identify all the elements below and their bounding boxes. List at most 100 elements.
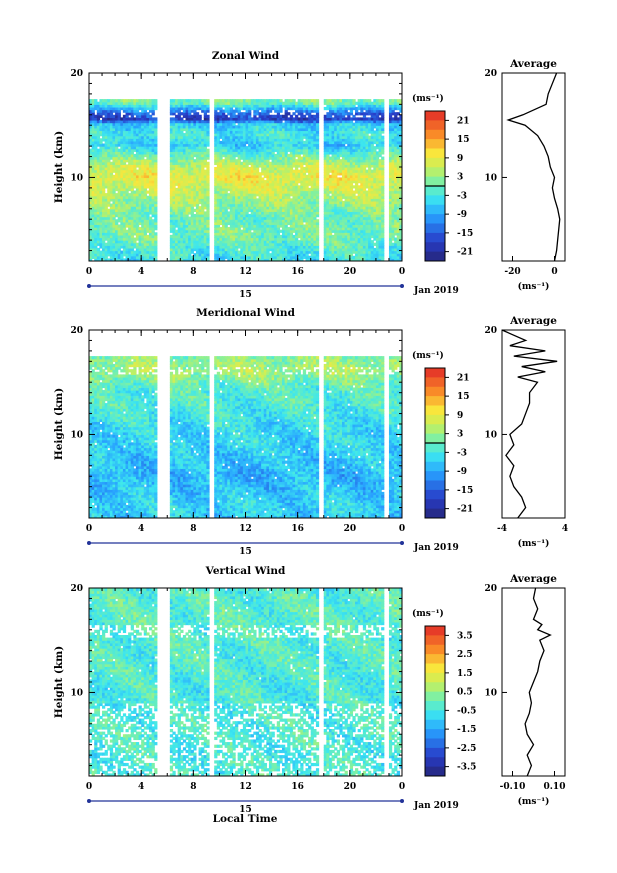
heatmap-cell: [182, 219, 187, 223]
heatmap-cell: [287, 195, 291, 199]
heatmap-cell: [266, 208, 270, 212]
heatmap-cell: [315, 109, 320, 113]
heatmap-cell: [141, 224, 145, 228]
heatmap-cell: [224, 167, 228, 171]
heatmap-cell: [190, 161, 194, 165]
heatmap-cell: [203, 174, 207, 179]
heatmap-cell: [182, 258, 187, 261]
heatmap-cell: [253, 114, 257, 118]
heatmap-cell: [224, 247, 228, 252]
heatmap-cell: [271, 153, 275, 158]
heatmap-cell: [276, 172, 281, 176]
heatmap-cell: [240, 190, 244, 194]
heatmap-cell: [206, 172, 210, 176]
heatmap-cell: [185, 127, 189, 132]
heatmap-cell: [130, 185, 134, 189]
heatmap-cell: [326, 169, 330, 173]
heatmap-cell: [146, 208, 150, 212]
heatmap-cell: [172, 172, 176, 176]
heatmap-cell: [130, 112, 134, 116]
heatmap-cell: [216, 135, 221, 139]
heatmap-cell: [255, 174, 260, 179]
heatmap-cell: [120, 211, 124, 215]
heatmap-cell: [308, 167, 312, 171]
heatmap-cell: [328, 258, 333, 261]
heatmap-cell: [315, 133, 320, 137]
heatmap-cell: [271, 224, 275, 228]
heatmap-cell: [282, 182, 286, 186]
heatmap-cell: [268, 214, 273, 218]
heatmap-cell: [203, 140, 207, 145]
heatmap-cell: [297, 190, 301, 194]
heatmap-cell: [91, 104, 95, 108]
heatmap-cell: [242, 133, 247, 137]
heatmap-cell: [193, 130, 197, 134]
heatmap-cell: [177, 198, 181, 202]
heatmap-cell: [104, 164, 108, 168]
heatmap-cell: [292, 99, 296, 103]
heatmap-cell: [214, 203, 218, 207]
heatmap-cell: [214, 206, 218, 210]
heatmap-cell: [138, 106, 142, 111]
heatmap-cell: [276, 208, 281, 212]
heatmap-cell: [261, 234, 265, 239]
heatmap-cell: [175, 167, 179, 171]
heatmap-cell: [271, 216, 275, 220]
heatmap-cell: [255, 185, 260, 189]
heatmap-cell: [274, 258, 278, 261]
heatmap-cell: [138, 247, 142, 252]
heatmap-cell: [323, 138, 327, 142]
heatmap-cell: [125, 240, 129, 244]
heatmap-cell: [300, 138, 304, 142]
heatmap-cell: [195, 250, 200, 254]
heatmap-cell: [146, 117, 150, 121]
heatmap-cell: [224, 200, 228, 205]
heatmap-cell: [245, 200, 249, 205]
heatmap-cell: [143, 101, 147, 105]
heatmap-cell: [313, 169, 317, 173]
heatmap-cell: [222, 130, 226, 134]
heatmap-cell: [102, 125, 106, 129]
heatmap-cell: [253, 138, 257, 142]
heatmap-cell: [182, 200, 187, 205]
heatmap-cell: [292, 240, 296, 244]
heatmap-cell: [282, 232, 286, 236]
heatmap-cell: [302, 167, 307, 171]
heatmap-cell: [198, 193, 202, 197]
heatmap-cell: [328, 234, 333, 239]
heatmap-cell: [117, 112, 121, 116]
heatmap-cell: [253, 232, 257, 236]
heatmap-cell: [188, 133, 192, 137]
heatmap-cell: [328, 216, 333, 220]
heatmap-cell: [203, 242, 207, 246]
heatmap-cell: [292, 127, 296, 132]
heatmap-cell: [198, 106, 202, 111]
heatmap-cell: [169, 224, 174, 228]
heatmap-cell: [128, 193, 132, 197]
heatmap-cell: [271, 151, 275, 155]
heatmap-cell: [122, 206, 127, 210]
heatmap-cell: [284, 227, 288, 231]
heatmap-cell: [195, 127, 200, 132]
heatmap-cell: [263, 193, 267, 197]
heatmap-cell: [122, 161, 127, 165]
heatmap-cell: [104, 143, 108, 147]
heatmap-cell: [284, 133, 288, 137]
heatmap-cell: [96, 253, 101, 257]
heatmap-cell: [240, 112, 244, 116]
heatmap-cell: [297, 127, 301, 132]
heatmap-cell: [214, 182, 218, 186]
heatmap-cell: [91, 214, 95, 218]
heatmap-cell: [130, 117, 134, 121]
heatmap-cell: [169, 250, 174, 254]
heatmap-cell: [146, 185, 150, 189]
heatmap-cell: [305, 187, 309, 192]
heatmap-cell: [258, 120, 262, 124]
heatmap-cell: [229, 172, 234, 176]
heatmap-cell: [284, 122, 288, 126]
heatmap-cell: [297, 211, 301, 215]
heatmap-cell: [235, 133, 239, 137]
heatmap-cell: [107, 211, 111, 215]
heatmap-cell: [235, 206, 239, 210]
heatmap-cell: [219, 206, 223, 210]
